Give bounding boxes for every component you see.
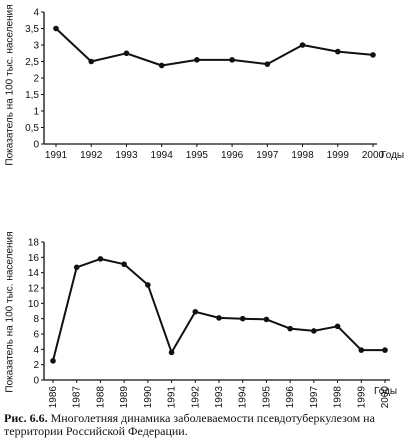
chart2-y-tick-label: 8 <box>33 314 39 325</box>
chart1-data-point <box>88 58 95 65</box>
chart2-x-tick-label: 1990 <box>143 386 154 409</box>
chart2-y-tick-label: 6 <box>33 330 39 341</box>
chart2-x-tick-label: 1995 <box>261 386 272 409</box>
charts-canvas: 0 0,5 1 1,5 2 2,5 3 3,5 4 1991 1992 1993 1994 1995 199… <box>5 4 404 409</box>
chart1-x-tick-label: 1998 <box>291 150 314 161</box>
chart2-x-tick-label: 1994 <box>238 386 249 409</box>
chart1-y-tick-label: 2,5 <box>25 57 39 68</box>
chart1-x-tick-label: 1992 <box>80 150 103 161</box>
chart1-y-tick-label: 3,5 <box>25 24 39 35</box>
chart1-y-tick-label: 2 <box>33 74 39 85</box>
chart2-data-point <box>73 264 80 271</box>
chart2-data-point <box>311 328 317 334</box>
chart2-y-tick-label: 14 <box>28 268 40 279</box>
chart2-data-point <box>50 358 56 364</box>
chart1-y-tick-label: 1,5 <box>25 90 39 101</box>
chart2-data-point <box>263 316 270 323</box>
chart2-data-point <box>97 256 104 262</box>
chart1-y-tick-label: 0 <box>33 140 39 151</box>
chart2-y-tick-label: 18 <box>28 238 40 249</box>
chart2-x-tick-label: 1999 <box>356 386 367 409</box>
chart2-x-tick-label: 1986 <box>48 386 59 409</box>
chart2-y-tick-label: 12 <box>28 284 40 295</box>
caption-text: Многолетняя динамика заболеваемости псев… <box>4 411 375 438</box>
chart2-data-point <box>168 349 175 356</box>
caption-label: Рис. 6.6. <box>4 411 48 425</box>
chart2-y-tick-label: 10 <box>28 299 40 310</box>
chart1-x-tick-label: 1997 <box>256 150 279 161</box>
chart2-x-tick-label: 1997 <box>309 386 320 409</box>
chart2-y-tick-label: 4 <box>33 345 39 356</box>
chart2-data-point <box>358 347 365 353</box>
chart2-data-point <box>192 308 199 315</box>
chart1-data-point <box>334 48 341 55</box>
chart1-data-point <box>158 62 165 69</box>
chart1-x-tick-label: 1999 <box>327 150 350 161</box>
chart2-data-point <box>334 323 341 330</box>
chart2-x-tick-label: 1988 <box>95 386 106 409</box>
chart2-x-axis-title: Годы <box>374 386 397 397</box>
chart2-x-tick-label: 1992 <box>190 386 201 409</box>
chart2-y-tick-label: 16 <box>28 253 40 264</box>
chart1-data-point <box>194 57 200 63</box>
chart2-y-tick-label: 0 <box>33 376 39 387</box>
chart1-x-axis-title: Годы <box>381 150 404 161</box>
chart1-data-point <box>264 61 271 67</box>
chart2-x-tick-label: 1991 <box>167 386 178 409</box>
chart1-data-point <box>299 42 306 48</box>
chart2-x-tick-label: 1989 <box>119 386 130 409</box>
chart2-y-axis-title: Показатель на 100 тыс. населения <box>5 231 16 392</box>
chart2-data-point <box>382 347 388 353</box>
chart2-data-point <box>239 315 246 322</box>
chart1-x-tick-label: 2000 <box>362 150 385 161</box>
chart1-data-point <box>53 25 59 32</box>
chart1-x-tick-label: 1995 <box>186 150 209 161</box>
chart2-x-tick-label: 1998 <box>333 386 344 409</box>
chart2-series-line <box>52 257 385 362</box>
chart2-data-point <box>145 282 151 288</box>
chart1-data-point <box>229 57 235 63</box>
chart2-data-point <box>287 325 293 332</box>
chart1-x-tick-label: 1994 <box>151 150 174 161</box>
chart1-x-tick-label: 1993 <box>115 150 138 161</box>
chart1-y-tick-label: 1 <box>33 107 39 118</box>
chart2-x-tick-label: 1993 <box>214 386 225 409</box>
chart2-x-tick-label: 1987 <box>72 386 83 409</box>
chart2-y-tick-label: 2 <box>33 360 39 371</box>
chart2-data-point <box>121 261 127 268</box>
chart1-series-line <box>55 27 374 67</box>
chart1-x-tick-label: 1996 <box>221 150 244 161</box>
figure-caption: Рис. 6.6. Многолетняя динамика заболевае… <box>4 412 414 438</box>
chart2-x-tick-label: 2000 <box>380 386 391 409</box>
chart2-data-point <box>216 315 222 321</box>
chart1-y-tick-label: 4 <box>33 8 39 19</box>
chart1-data-point <box>123 50 130 57</box>
chart1-y-axis-title: Показатель на 100 тыс. населения <box>5 4 16 165</box>
chart1-x-tick-label: 1991 <box>45 150 68 161</box>
chart1-y-tick-label: 0,5 <box>25 123 39 134</box>
chart1-y-tick-label: 3 <box>33 41 39 52</box>
chart2-x-tick-label: 1996 <box>285 386 296 409</box>
chart1-data-point <box>370 52 376 58</box>
